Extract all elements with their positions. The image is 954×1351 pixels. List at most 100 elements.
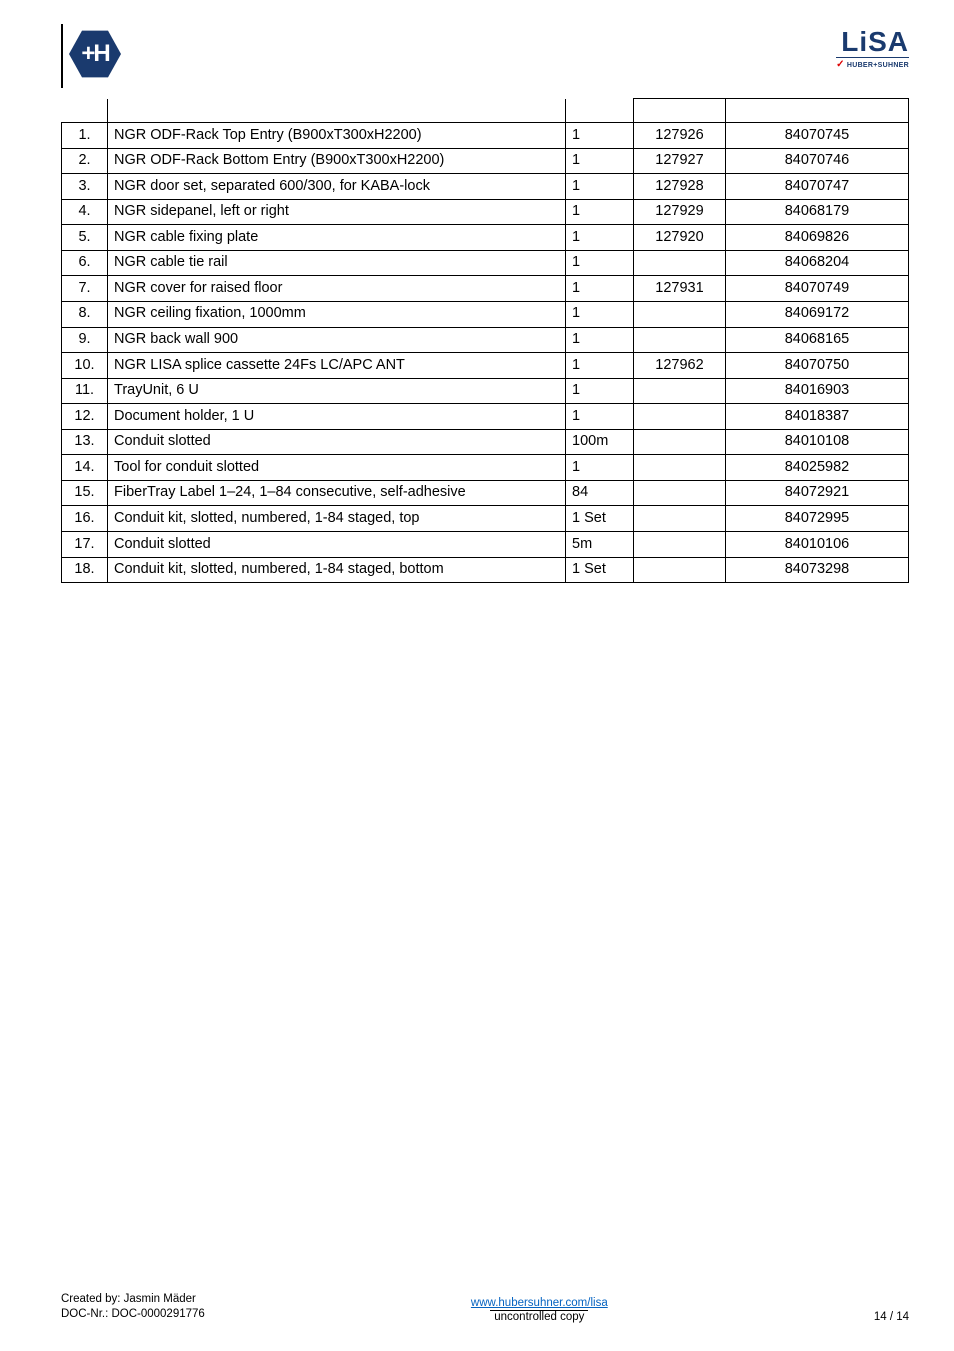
- row-code2: 84070749: [726, 276, 909, 302]
- row-description: Conduit slotted: [108, 532, 566, 558]
- row-code2: 84016903: [726, 378, 909, 404]
- row-quantity: 100m: [566, 429, 634, 455]
- row-code1: [634, 378, 726, 404]
- row-description: NGR back wall 900: [108, 327, 566, 353]
- header-cell: [634, 99, 726, 123]
- row-number: 9.: [62, 327, 108, 353]
- row-code2: 84010108: [726, 429, 909, 455]
- row-number: 18.: [62, 557, 108, 583]
- row-description: Tool for conduit slotted: [108, 455, 566, 481]
- row-quantity: 1: [566, 199, 634, 225]
- table-row: 5.NGR cable fixing plate112792084069826: [62, 225, 909, 251]
- row-number: 4.: [62, 199, 108, 225]
- row-code1: 127928: [634, 174, 726, 200]
- row-quantity: 1: [566, 404, 634, 430]
- row-code2: 84069172: [726, 301, 909, 327]
- hex-icon: +H: [69, 28, 121, 80]
- row-quantity: 1: [566, 353, 634, 379]
- row-quantity: 1: [566, 174, 634, 200]
- row-number: 17.: [62, 532, 108, 558]
- header-divider: [61, 24, 63, 88]
- table-row: 4.NGR sidepanel, left or right1127929840…: [62, 199, 909, 225]
- row-code2: 84073298: [726, 557, 909, 583]
- check-icon: ✓: [836, 59, 845, 70]
- table-row: 11.TrayUnit, 6 U184016903: [62, 378, 909, 404]
- footer-link[interactable]: www.hubersuhner.com/lisa: [471, 1297, 608, 1309]
- brand-logo-right: LiSA ✓HUBER+SUHNER: [836, 28, 909, 70]
- row-code2: 84010106: [726, 532, 909, 558]
- header-cell: [726, 99, 909, 123]
- row-number: 1.: [62, 123, 108, 149]
- lisa-subtext: ✓HUBER+SUHNER: [836, 57, 909, 70]
- table-row: 2.NGR ODF-Rack Bottom Entry (B900xT300xH…: [62, 148, 909, 174]
- row-code1: [634, 429, 726, 455]
- row-code1: 127927: [634, 148, 726, 174]
- row-number: 5.: [62, 225, 108, 251]
- row-code1: [634, 506, 726, 532]
- parts-table: 1.NGR ODF-Rack Top Entry (B900xT300xH220…: [61, 98, 909, 583]
- row-code2: 84069826: [726, 225, 909, 251]
- row-code2: 84068204: [726, 250, 909, 276]
- row-code1: [634, 480, 726, 506]
- table-row: 17.Conduit slotted5m84010106: [62, 532, 909, 558]
- footer-right: 14 / 14: [874, 1311, 909, 1323]
- row-description: NGR cable tie rail: [108, 250, 566, 276]
- doc-nr: DOC-Nr.: DOC-0000291776: [61, 1307, 205, 1323]
- footer-left: Created by: Jasmin Mäder DOC-Nr.: DOC-00…: [61, 1292, 205, 1323]
- row-description: NGR cable fixing plate: [108, 225, 566, 251]
- row-code2: 84025982: [726, 455, 909, 481]
- row-code2: 84018387: [726, 404, 909, 430]
- row-quantity: 84: [566, 480, 634, 506]
- table-row: 3.NGR door set, separated 600/300, for K…: [62, 174, 909, 200]
- header-cell: [62, 99, 108, 123]
- row-number: 8.: [62, 301, 108, 327]
- table-row: 13.Conduit slotted100m84010108: [62, 429, 909, 455]
- row-number: 15.: [62, 480, 108, 506]
- row-number: 16.: [62, 506, 108, 532]
- row-code1: [634, 327, 726, 353]
- row-description: NGR ODF-Rack Top Entry (B900xT300xH2200): [108, 123, 566, 149]
- row-number: 11.: [62, 378, 108, 404]
- row-code1: 127962: [634, 353, 726, 379]
- row-code2: 84070746: [726, 148, 909, 174]
- row-code2: 84068165: [726, 327, 909, 353]
- row-quantity: 1: [566, 301, 634, 327]
- row-code2: 84072921: [726, 480, 909, 506]
- table-row: 10.NGR LISA splice cassette 24Fs LC/APC …: [62, 353, 909, 379]
- table-row: 1.NGR ODF-Rack Top Entry (B900xT300xH220…: [62, 123, 909, 149]
- row-code1: [634, 404, 726, 430]
- table-header-row: [62, 99, 909, 123]
- row-code1: 127931: [634, 276, 726, 302]
- row-quantity: 1: [566, 327, 634, 353]
- header-cell: [108, 99, 566, 123]
- table-row: 14.Tool for conduit slotted184025982: [62, 455, 909, 481]
- row-description: Conduit kit, slotted, numbered, 1-84 sta…: [108, 506, 566, 532]
- hex-glyph: +H: [81, 40, 108, 68]
- header: +H LiSA ✓HUBER+SUHNER: [61, 24, 909, 80]
- row-description: Document holder, 1 U: [108, 404, 566, 430]
- table-row: 8.NGR ceiling fixation, 1000mm184069172: [62, 301, 909, 327]
- row-quantity: 1: [566, 276, 634, 302]
- row-description: NGR ODF-Rack Bottom Entry (B900xT300xH22…: [108, 148, 566, 174]
- row-quantity: 1: [566, 148, 634, 174]
- table-row: 16.Conduit kit, slotted, numbered, 1-84 …: [62, 506, 909, 532]
- lisa-wordmark: LiSA: [836, 28, 909, 56]
- row-quantity: 1: [566, 123, 634, 149]
- row-code1: [634, 455, 726, 481]
- row-description: Conduit slotted: [108, 429, 566, 455]
- row-code1: 127926: [634, 123, 726, 149]
- table-row: 9.NGR back wall 9001 84068165: [62, 327, 909, 353]
- row-code2: 84072995: [726, 506, 909, 532]
- brand-logo-left: +H: [69, 28, 121, 80]
- row-code2: 84068179: [726, 199, 909, 225]
- row-quantity: 1: [566, 250, 634, 276]
- row-code1: [634, 557, 726, 583]
- row-quantity: 1: [566, 225, 634, 251]
- table-row: 15.FiberTray Label 1–24, 1–84 consecutiv…: [62, 480, 909, 506]
- row-quantity: 1: [566, 455, 634, 481]
- row-description: TrayUnit, 6 U: [108, 378, 566, 404]
- row-quantity: 1 Set: [566, 557, 634, 583]
- row-description: Conduit kit, slotted, numbered, 1-84 sta…: [108, 557, 566, 583]
- row-code1: 127920: [634, 225, 726, 251]
- row-code2: 84070750: [726, 353, 909, 379]
